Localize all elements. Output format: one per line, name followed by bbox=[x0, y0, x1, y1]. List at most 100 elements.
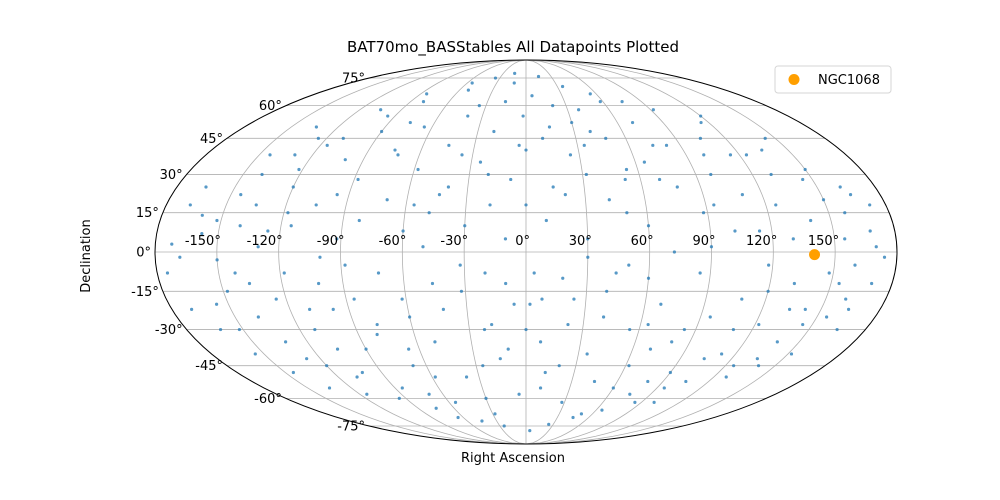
datapoint bbox=[646, 379, 650, 384]
datapoint bbox=[517, 143, 521, 147]
datapoint bbox=[623, 177, 627, 182]
datapoint bbox=[728, 153, 733, 157]
datapoint bbox=[837, 281, 841, 286]
datapoint bbox=[825, 315, 829, 319]
datapoint bbox=[466, 88, 470, 92]
datapoint bbox=[512, 302, 516, 306]
datapoint bbox=[668, 370, 672, 375]
datapoint bbox=[588, 92, 592, 96]
datapoint bbox=[709, 172, 713, 177]
datapoint bbox=[379, 108, 383, 112]
datapoint bbox=[268, 153, 272, 157]
datapoint bbox=[170, 242, 174, 246]
datapoint bbox=[675, 185, 679, 189]
datapoint bbox=[260, 172, 264, 177]
datapoint bbox=[331, 307, 335, 311]
datapoint bbox=[720, 352, 724, 356]
datapoint bbox=[247, 281, 252, 286]
datapoint bbox=[646, 276, 651, 280]
datapoint bbox=[492, 129, 496, 134]
datapoint bbox=[239, 193, 243, 197]
datapoint bbox=[200, 231, 204, 236]
datapoint bbox=[470, 81, 474, 85]
datapoint bbox=[493, 76, 498, 80]
datapoint bbox=[607, 198, 611, 202]
datapoint bbox=[566, 322, 570, 327]
datapoint bbox=[586, 255, 590, 259]
datapoint bbox=[305, 357, 309, 361]
datapoint bbox=[524, 148, 528, 152]
dec-tick-label: -30° bbox=[155, 323, 183, 338]
datapoint bbox=[327, 386, 332, 390]
datapoint bbox=[684, 379, 688, 384]
datapoint bbox=[844, 297, 848, 301]
datapoint bbox=[256, 315, 260, 319]
datapoint bbox=[528, 302, 532, 306]
dec-tick-label: -60° bbox=[254, 392, 282, 407]
datapoint bbox=[547, 422, 551, 426]
datapoint bbox=[598, 100, 602, 104]
datapoint bbox=[421, 100, 426, 104]
datapoint bbox=[238, 224, 242, 228]
datapoint bbox=[769, 172, 773, 177]
datapoint bbox=[434, 406, 438, 410]
datapoint bbox=[547, 125, 552, 129]
datapoint bbox=[755, 357, 759, 361]
datapoint bbox=[543, 370, 547, 375]
datapoint bbox=[544, 218, 548, 223]
datapoint bbox=[284, 340, 288, 344]
dec-tick-label: 30° bbox=[160, 168, 183, 183]
datapoint bbox=[624, 167, 629, 172]
datapoint bbox=[532, 271, 536, 275]
datapoint bbox=[266, 229, 270, 233]
datapoint bbox=[335, 237, 339, 241]
datapoint bbox=[385, 198, 389, 202]
datapoint bbox=[646, 322, 650, 327]
datapoint bbox=[712, 203, 716, 207]
datapoint bbox=[821, 198, 826, 202]
datapoint bbox=[614, 271, 618, 275]
datapoint bbox=[586, 237, 590, 241]
datapoint bbox=[846, 307, 851, 311]
datapoint bbox=[308, 307, 312, 311]
datapoint bbox=[702, 153, 706, 157]
datapoint bbox=[416, 167, 420, 172]
datapoint bbox=[756, 364, 761, 368]
datapoint bbox=[408, 120, 412, 125]
datapoint bbox=[657, 177, 662, 182]
datapoint bbox=[335, 347, 340, 351]
datapoint bbox=[459, 289, 464, 293]
datapoint bbox=[582, 143, 586, 147]
datapoint bbox=[524, 327, 528, 332]
datapoint bbox=[698, 136, 703, 140]
datapoint bbox=[488, 203, 492, 207]
datapoint bbox=[642, 160, 646, 164]
datapoint bbox=[843, 211, 847, 215]
datapoint bbox=[291, 370, 295, 375]
datapoint bbox=[458, 263, 462, 267]
datapoint bbox=[200, 213, 204, 217]
datapoint bbox=[541, 136, 545, 140]
datapoint bbox=[165, 271, 170, 275]
datapoint bbox=[628, 327, 632, 332]
datapoint bbox=[577, 108, 581, 112]
datapoint bbox=[628, 392, 632, 396]
datapoint bbox=[670, 340, 674, 344]
datapoint bbox=[484, 396, 488, 400]
ra-tick-label: 0° bbox=[515, 234, 530, 249]
datapoint bbox=[493, 412, 497, 416]
x-axis-label: Right Ascension bbox=[461, 451, 565, 466]
datapoint bbox=[365, 392, 369, 396]
datapoint bbox=[709, 245, 714, 249]
datapoint bbox=[393, 148, 397, 152]
datapoint bbox=[364, 347, 368, 351]
datapoint bbox=[446, 185, 451, 189]
datapoint bbox=[325, 364, 329, 368]
datapoint bbox=[524, 203, 528, 207]
datapoint bbox=[325, 143, 329, 147]
datapoint bbox=[297, 167, 301, 172]
datapoint bbox=[343, 158, 347, 162]
datapoint bbox=[190, 307, 194, 311]
ra-tick-label: 150° bbox=[808, 234, 839, 249]
datapoint bbox=[282, 271, 286, 275]
